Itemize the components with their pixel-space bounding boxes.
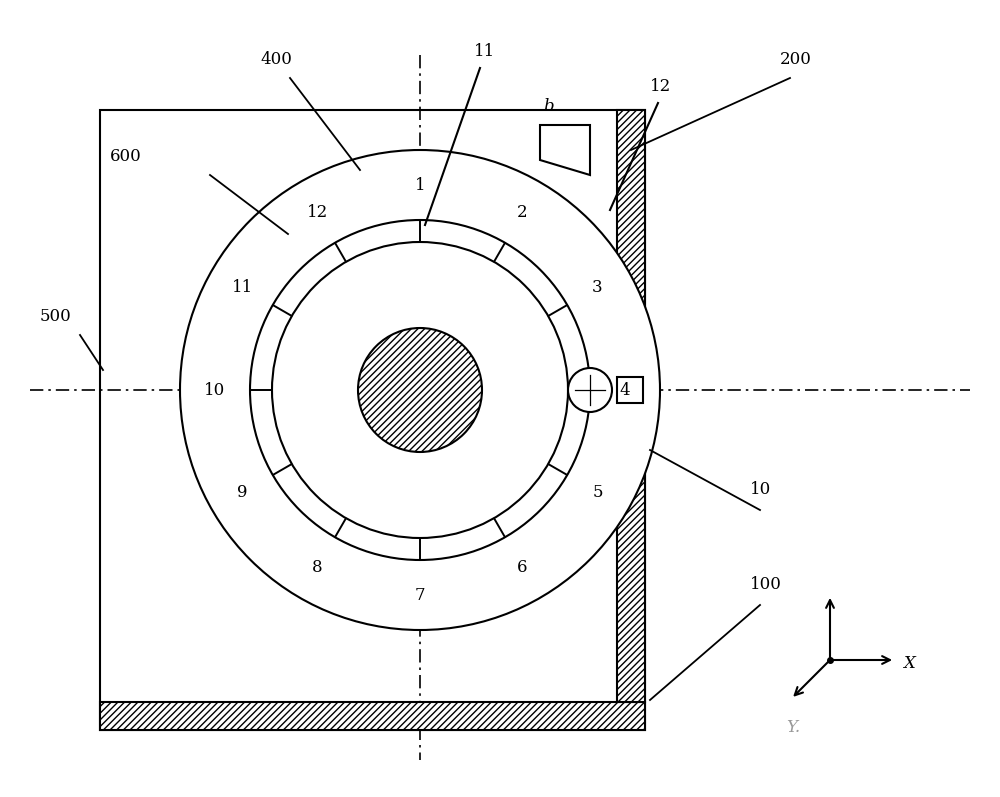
Text: 4: 4 bbox=[620, 382, 630, 398]
Circle shape bbox=[272, 242, 568, 538]
Text: 8: 8 bbox=[312, 559, 323, 576]
Text: 200: 200 bbox=[780, 51, 812, 68]
Text: 11: 11 bbox=[232, 279, 253, 296]
Circle shape bbox=[250, 220, 590, 560]
Text: 2: 2 bbox=[517, 204, 528, 221]
Circle shape bbox=[568, 368, 612, 412]
Polygon shape bbox=[540, 125, 590, 175]
Text: 10: 10 bbox=[750, 481, 771, 498]
Text: 10: 10 bbox=[204, 382, 226, 398]
Circle shape bbox=[180, 150, 660, 630]
Text: 400: 400 bbox=[260, 51, 292, 68]
Text: 1: 1 bbox=[415, 176, 425, 194]
Text: 11: 11 bbox=[474, 43, 495, 60]
Text: 500: 500 bbox=[40, 308, 72, 325]
Text: b: b bbox=[543, 98, 554, 115]
Text: 6: 6 bbox=[517, 559, 528, 576]
Bar bbox=[617, 110, 645, 702]
Text: 5: 5 bbox=[592, 484, 603, 501]
Text: 7: 7 bbox=[415, 587, 425, 603]
Text: X: X bbox=[903, 654, 915, 672]
Text: 3: 3 bbox=[592, 279, 603, 296]
Bar bbox=[100, 702, 645, 730]
Text: Y.: Y. bbox=[786, 719, 800, 736]
Text: 12: 12 bbox=[307, 204, 328, 221]
Text: 9: 9 bbox=[237, 484, 248, 501]
Text: 600: 600 bbox=[110, 148, 142, 165]
Text: 12: 12 bbox=[650, 78, 671, 95]
Circle shape bbox=[358, 328, 482, 452]
Bar bbox=[617, 377, 643, 403]
Bar bbox=[100, 110, 645, 730]
Text: 100: 100 bbox=[750, 576, 782, 593]
